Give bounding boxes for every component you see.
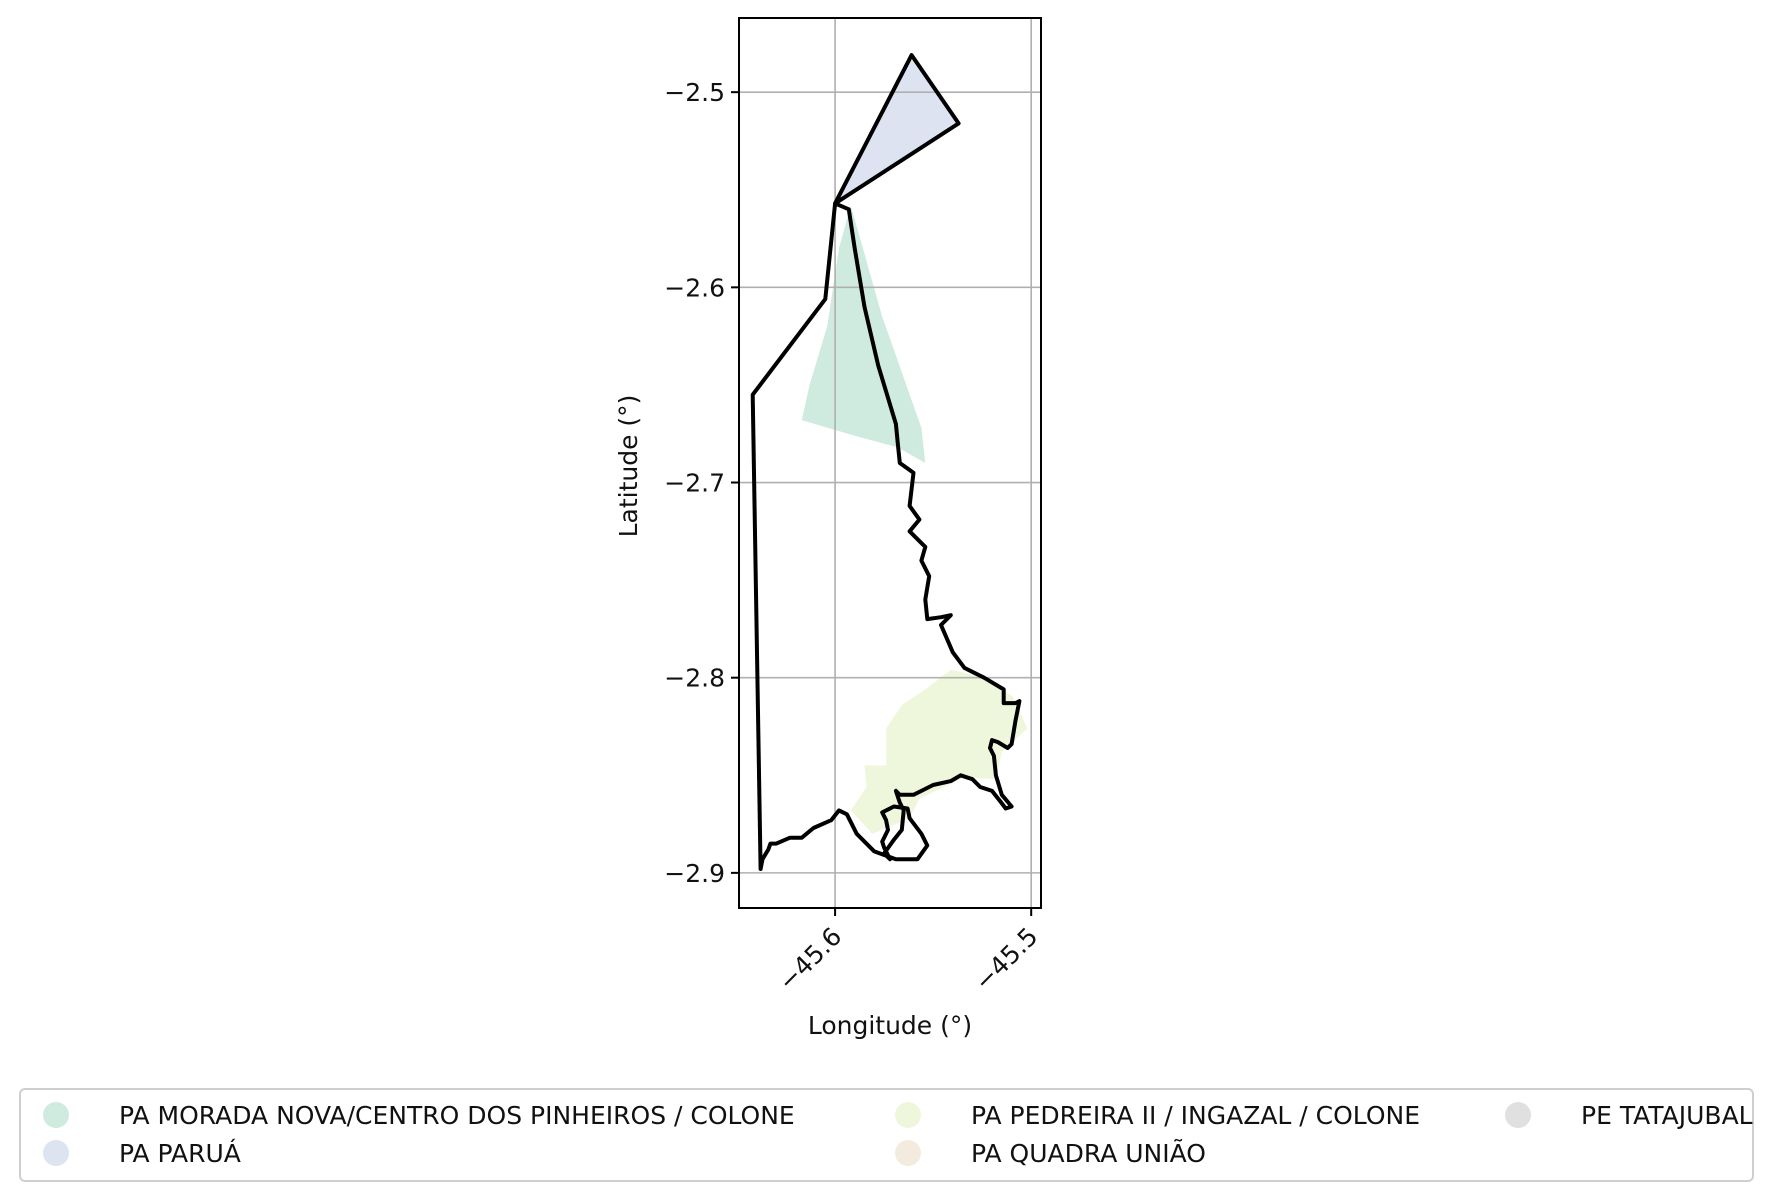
x-axis-label: Longitude (°) <box>808 1011 972 1040</box>
y-tick-label: −2.8 <box>664 664 725 693</box>
y-tick-label: −2.6 <box>664 273 725 302</box>
grid-layer <box>739 18 1041 908</box>
legend-label: PA PARUÁ <box>119 1138 241 1168</box>
legend-item: PA QUADRA UNIÃO <box>895 1137 1206 1169</box>
legend-label: PA QUADRA UNIÃO <box>971 1138 1206 1168</box>
y-tick-label: −2.7 <box>664 469 725 498</box>
y-tick-label: −2.5 <box>664 78 725 107</box>
y-axis-label: Latitude (°) <box>614 395 643 538</box>
axes-frame <box>738 17 1042 909</box>
map-figure: −2.5 −2.6 −2.7 −2.8 −2.9 −45.6 −45.5 Longitude… <box>614 17 1043 1040</box>
region-polygon-1 <box>801 205 926 463</box>
legend-marker <box>895 1140 921 1166</box>
legend-label: PA PEDREIRA II / INGAZAL / COLONE <box>971 1100 1421 1130</box>
legend-marker <box>43 1140 69 1166</box>
legend: PA MORADA NOVA/CENTRO DOS PINHEIROS / CO… <box>19 1088 1754 1182</box>
x-tick-label: −45.6 <box>773 922 848 997</box>
tick-layer: −2.5 −2.6 −2.7 −2.8 −2.9 −45.6 −45.5 <box>664 78 1043 996</box>
y-tick-label: −2.9 <box>664 859 725 888</box>
legend-item: PE TATAJUBAL <box>1505 1099 1753 1131</box>
legend-item: PA PARUÁ <box>43 1137 241 1169</box>
x-tick-label: −45.5 <box>969 922 1044 997</box>
region-polygon-3 <box>850 669 1028 834</box>
region-polygon-2 <box>835 55 959 204</box>
municipality-boundary <box>750 53 1022 871</box>
legend-label: PE TATAJUBAL <box>1581 1100 1753 1130</box>
legend-item: PA PEDREIRA II / INGAZAL / COLONE <box>895 1099 1420 1131</box>
boundary-layer <box>750 53 1022 871</box>
legend-item: PA MORADA NOVA/CENTRO DOS PINHEIROS / CO… <box>43 1099 795 1131</box>
legend-marker <box>1505 1102 1531 1128</box>
legend-marker <box>895 1102 921 1128</box>
legend-marker <box>43 1102 69 1128</box>
legend-label: PA MORADA NOVA/CENTRO DOS PINHEIROS / CO… <box>119 1100 795 1130</box>
